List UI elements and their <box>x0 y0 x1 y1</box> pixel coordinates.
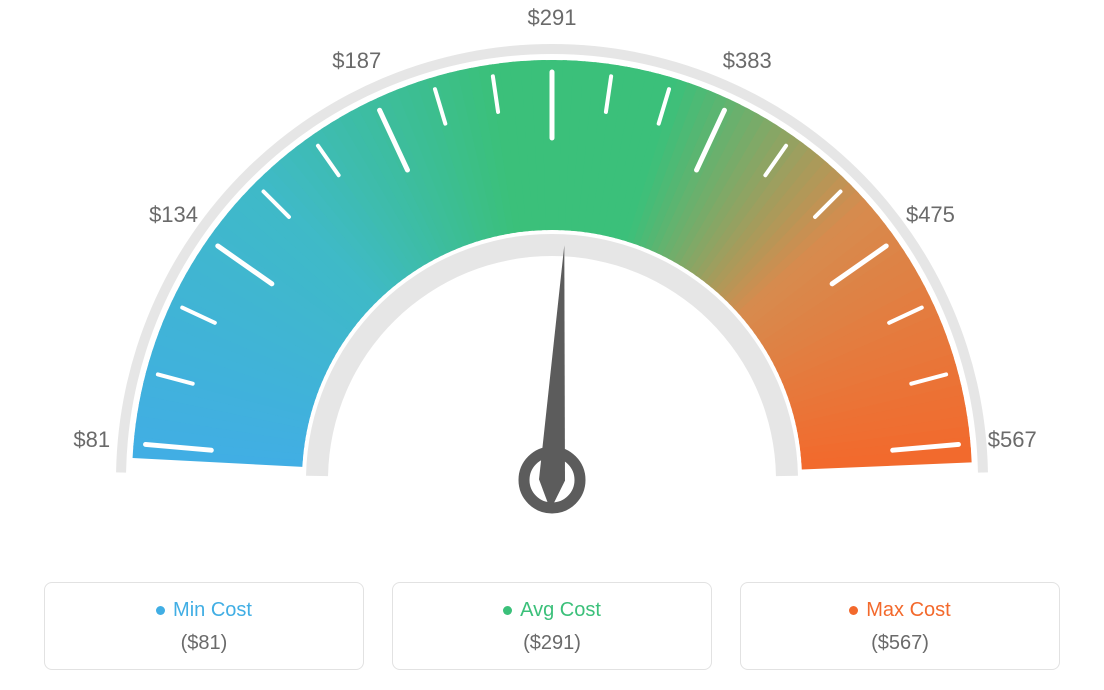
legend-title-text: Avg Cost <box>520 599 601 622</box>
legend-value-max: ($567) <box>751 632 1049 655</box>
gauge-tick-label: $291 <box>528 5 577 31</box>
gauge-tick-label: $383 <box>723 48 772 74</box>
gauge-svg <box>0 0 1104 560</box>
gauge-tick-label: $81 <box>73 427 110 453</box>
gauge-tick-label: $187 <box>332 48 381 74</box>
gauge-tick-label: $475 <box>906 202 955 228</box>
legend-value-avg: ($291) <box>403 632 701 655</box>
legend-card-avg: Avg Cost ($291) <box>392 582 712 670</box>
legend-title-max: Max Cost <box>849 599 950 622</box>
legend-dot-icon <box>156 606 165 615</box>
legend-title-text: Max Cost <box>866 599 950 622</box>
legend-value-min: ($81) <box>55 632 353 655</box>
legend-card-min: Min Cost ($81) <box>44 582 364 670</box>
gauge-tick-label: $567 <box>988 427 1037 453</box>
legend-row: Min Cost ($81) Avg Cost ($291) Max Cost … <box>0 582 1104 670</box>
gauge-tick-label: $134 <box>149 202 198 228</box>
legend-title-avg: Avg Cost <box>503 599 601 622</box>
cost-gauge-chart: $81 $134 $187 $291 $383 $475 $567 <box>0 0 1104 560</box>
legend-card-max: Max Cost ($567) <box>740 582 1060 670</box>
legend-dot-icon <box>849 606 858 615</box>
legend-title-text: Min Cost <box>173 599 252 622</box>
legend-title-min: Min Cost <box>156 599 252 622</box>
legend-dot-icon <box>503 606 512 615</box>
